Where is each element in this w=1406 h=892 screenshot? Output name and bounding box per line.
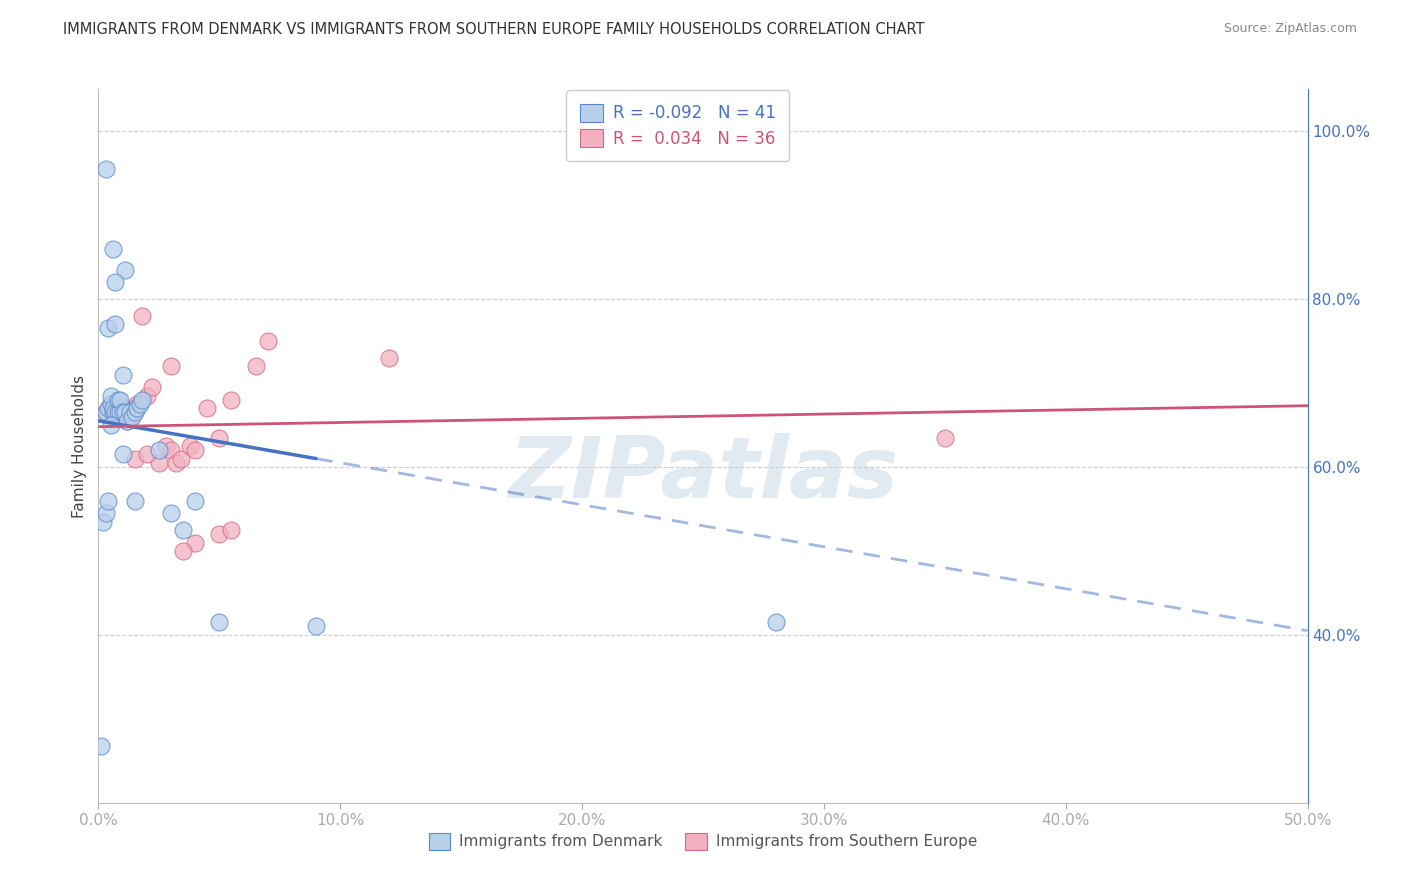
Point bbox=[127, 397, 149, 411]
Point bbox=[108, 405, 131, 419]
Point bbox=[135, 447, 157, 461]
Point bbox=[97, 493, 120, 508]
Point bbox=[256, 334, 278, 348]
Text: IMMIGRANTS FROM DENMARK VS IMMIGRANTS FROM SOUTHERN EUROPE FAMILY HOUSEHOLDS COR: IMMIGRANTS FROM DENMARK VS IMMIGRANTS FR… bbox=[63, 22, 925, 37]
Point bbox=[377, 351, 399, 365]
Point bbox=[101, 242, 124, 256]
Point bbox=[108, 405, 131, 419]
Point bbox=[100, 397, 122, 411]
Point bbox=[165, 456, 187, 470]
Point bbox=[104, 405, 127, 419]
Point bbox=[107, 409, 129, 424]
Point bbox=[107, 405, 129, 419]
Point bbox=[114, 401, 136, 416]
Point bbox=[128, 397, 150, 411]
Point bbox=[94, 405, 117, 419]
Point bbox=[195, 401, 218, 416]
Point bbox=[765, 615, 787, 630]
Point bbox=[141, 380, 163, 394]
Point bbox=[118, 405, 141, 419]
Point bbox=[245, 359, 267, 374]
Point bbox=[208, 527, 231, 541]
Point bbox=[104, 275, 127, 289]
Point bbox=[97, 401, 120, 416]
Point bbox=[124, 493, 146, 508]
Point bbox=[934, 431, 956, 445]
Point bbox=[100, 397, 122, 411]
Point bbox=[101, 405, 124, 419]
Point bbox=[111, 405, 134, 419]
Point bbox=[221, 392, 243, 407]
Point bbox=[117, 414, 139, 428]
Text: Source: ZipAtlas.com: Source: ZipAtlas.com bbox=[1223, 22, 1357, 36]
Point bbox=[160, 443, 183, 458]
Point bbox=[97, 321, 120, 335]
Point bbox=[135, 389, 157, 403]
Point bbox=[114, 405, 136, 419]
Point bbox=[100, 417, 122, 432]
Legend: Immigrants from Denmark, Immigrants from Southern Europe: Immigrants from Denmark, Immigrants from… bbox=[422, 827, 984, 855]
Point bbox=[148, 443, 170, 458]
Point bbox=[100, 389, 122, 403]
Point bbox=[208, 431, 231, 445]
Point bbox=[160, 506, 183, 520]
Point bbox=[101, 405, 124, 419]
Point bbox=[94, 506, 117, 520]
Point bbox=[305, 619, 328, 633]
Point bbox=[94, 405, 117, 419]
Point bbox=[169, 451, 191, 466]
Point bbox=[131, 392, 153, 407]
Point bbox=[172, 544, 194, 558]
Point bbox=[108, 392, 131, 407]
Point bbox=[148, 456, 170, 470]
Point bbox=[124, 401, 146, 416]
Y-axis label: Family Households: Family Households bbox=[72, 375, 87, 517]
Point bbox=[184, 493, 207, 508]
Point bbox=[104, 401, 127, 416]
Point bbox=[90, 739, 112, 753]
Point bbox=[127, 401, 149, 416]
Text: ZIPatlas: ZIPatlas bbox=[508, 433, 898, 516]
Point bbox=[184, 443, 207, 458]
Point bbox=[121, 409, 143, 424]
Point bbox=[111, 368, 134, 382]
Point bbox=[104, 318, 127, 332]
Point bbox=[118, 409, 141, 424]
Point bbox=[160, 359, 183, 374]
Point bbox=[91, 515, 114, 529]
Point bbox=[131, 309, 153, 323]
Point bbox=[114, 262, 136, 277]
Point bbox=[124, 405, 146, 419]
Point bbox=[172, 523, 194, 537]
Point bbox=[184, 535, 207, 549]
Point bbox=[155, 439, 177, 453]
Point bbox=[124, 451, 146, 466]
Point bbox=[208, 615, 231, 630]
Point bbox=[179, 439, 201, 453]
Point bbox=[107, 392, 129, 407]
Point bbox=[111, 447, 134, 461]
Point bbox=[94, 161, 117, 176]
Point bbox=[117, 414, 139, 428]
Point bbox=[221, 523, 243, 537]
Point bbox=[111, 401, 134, 416]
Point bbox=[101, 401, 124, 416]
